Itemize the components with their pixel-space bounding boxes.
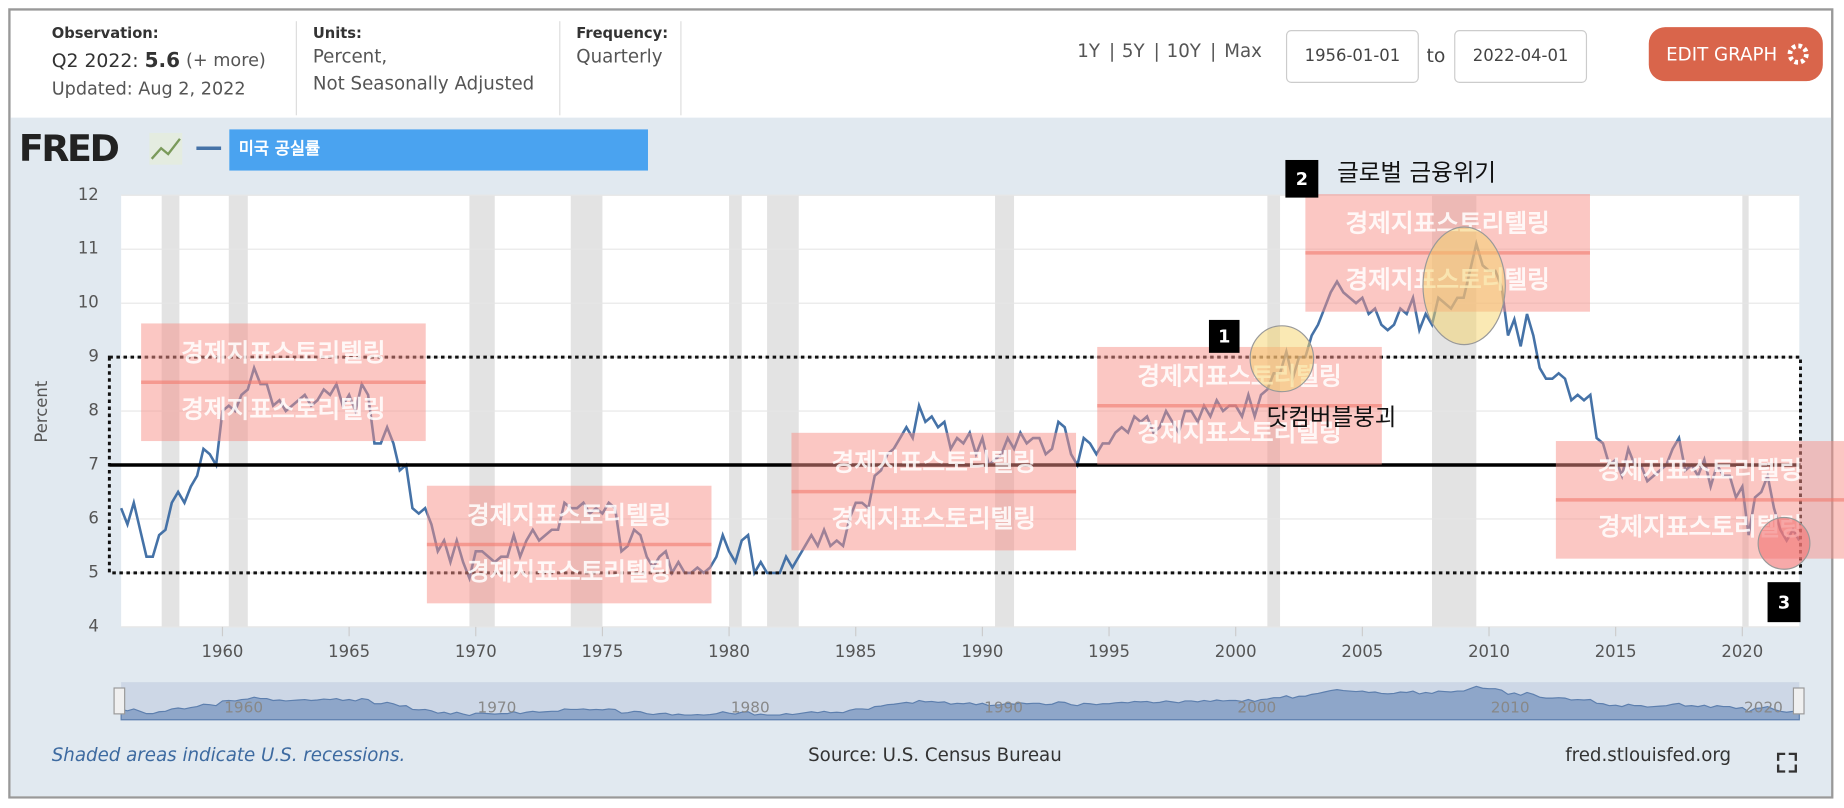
edit-graph-label: EDIT GRAPH: [1666, 44, 1777, 65]
x-tick-label: 1990: [961, 642, 1003, 661]
period: Q2 2022:: [52, 51, 139, 72]
logo-icon-line: [150, 138, 181, 160]
units: Not Seasonally Adjusted: [313, 74, 534, 95]
watermark: 경제지표스토리텔링: [832, 447, 1036, 476]
y-tick-label: 4: [88, 616, 98, 635]
legend-box: [229, 129, 648, 171]
footer-note: Shaded areas indicate U.S. recessions.: [52, 745, 406, 766]
annotation-text: 글로벌 금융위기: [1337, 159, 1496, 187]
navigator-tick-label: 2020: [1744, 699, 1783, 717]
value: 5.6: [145, 48, 180, 72]
legend-label: 미국 공실률: [239, 139, 320, 158]
x-tick-label: 2010: [1468, 642, 1510, 661]
y-tick-label: 5: [88, 562, 98, 581]
y-tick-label: 9: [88, 347, 98, 366]
annotation-number: 1: [1218, 328, 1230, 348]
watermark: 경제지표스토리텔링: [181, 394, 385, 423]
watermark: 경제지표스토리텔링: [467, 500, 671, 529]
y-tick-label: 10: [78, 293, 99, 312]
highlight: [1249, 325, 1315, 393]
annotation-text: 닷컴버블붕괴: [1267, 403, 1397, 431]
range-1y[interactable]: 1Y: [1077, 41, 1101, 62]
watermark: 경제지표스토리텔링: [467, 557, 671, 586]
x-tick-label: 1965: [328, 642, 370, 661]
range-10y[interactable]: 10Y: [1167, 41, 1202, 62]
footer-site: fred.stlouisfed.org: [1565, 745, 1731, 766]
frequency: Quarterly: [576, 47, 662, 68]
highlight: [1422, 226, 1506, 346]
watermark: 경제지표스토리텔링: [1137, 418, 1341, 447]
annotation-badge: [1285, 159, 1319, 198]
y-tick-label: 7: [88, 455, 98, 474]
navigator-tick-label: 1970: [478, 699, 517, 717]
annotation-badge: [1767, 582, 1801, 623]
observation: Q2 2022: 5.6 (+ more): [52, 48, 266, 72]
navigator-area: [120, 685, 1800, 721]
logo-icon: [149, 132, 183, 165]
watermark: 경제지표스토리텔링: [1598, 456, 1802, 485]
x-tick-label: 1980: [708, 642, 750, 661]
end-date-input[interactable]: [1454, 30, 1588, 83]
series-layer: 경제지표스토리텔링경제지표스토리텔링경제지표스토리텔링경제지표스토리텔링경제지표…: [107, 159, 1844, 623]
x-tick-label: 1995: [1088, 642, 1130, 661]
y-axis-label: Percent: [32, 380, 51, 442]
label: Frequency:: [576, 25, 668, 42]
navigator-tick-label: 2010: [1491, 699, 1530, 717]
watermark: 경제지표스토리텔링: [181, 338, 385, 367]
x-tick-label: 2015: [1595, 642, 1637, 661]
range-max[interactable]: Max: [1224, 41, 1262, 62]
end-date: 2022-04-01: [1473, 46, 1569, 65]
y-tick-label: 6: [88, 508, 98, 527]
navigator-tick-label: 1990: [984, 699, 1023, 717]
navigator-tick-label: 1960: [224, 699, 263, 717]
more-link[interactable]: (+ more): [186, 51, 266, 71]
y-tick-label: 8: [88, 401, 98, 420]
x-tick-label: 1985: [835, 642, 877, 661]
navigator-layer: 1960 1970 1980 1990 2000 2010 2020: [120, 685, 1800, 721]
x-tick-label: 1960: [202, 642, 244, 661]
y-tick-label: 11: [78, 239, 99, 258]
watermark: 경제지표스토리텔링: [832, 504, 1036, 533]
start-date-input[interactable]: [1285, 30, 1419, 83]
header: Observation: Q2 2022: 5.6 (+ more) Updat…: [52, 21, 1823, 116]
x-tick-label: 2005: [1341, 642, 1383, 661]
label: Observation:: [52, 25, 159, 42]
x-tick-label: 1970: [455, 642, 497, 661]
y-tick-label: 12: [78, 185, 99, 204]
annotation-number: 2: [1296, 170, 1308, 190]
start-date: 1956-01-01: [1305, 46, 1401, 65]
updated: Updated: Aug 2, 2022: [52, 79, 246, 99]
highlight: [1757, 516, 1811, 570]
units: Percent,: [313, 47, 387, 68]
edit-graph-button[interactable]: [1648, 27, 1823, 82]
navigator-tick-label: 2000: [1237, 699, 1276, 717]
gear-icon: [1787, 43, 1809, 65]
fullscreen-icon[interactable]: [1776, 752, 1797, 773]
range-5y[interactable]: 5Y: [1122, 41, 1146, 62]
separator: |: [1109, 41, 1115, 62]
logo: FRED: [19, 127, 119, 170]
annotation-badge: [1208, 319, 1240, 353]
label: Units:: [313, 25, 362, 42]
x-tick-label: 1975: [581, 642, 623, 661]
x-tick-label: 2000: [1215, 642, 1257, 661]
to: to: [1426, 46, 1445, 67]
footer-source: Source: U.S. Census Bureau: [808, 745, 1062, 766]
separator: |: [1210, 41, 1216, 62]
x-tick-label: 2020: [1721, 642, 1763, 661]
navigator-handle[interactable]: [113, 687, 126, 715]
navigator-handle[interactable]: [1792, 687, 1805, 715]
annotation-number: 3: [1778, 593, 1790, 613]
navigator-tick-label: 1980: [731, 699, 770, 717]
separator: |: [1154, 41, 1160, 62]
